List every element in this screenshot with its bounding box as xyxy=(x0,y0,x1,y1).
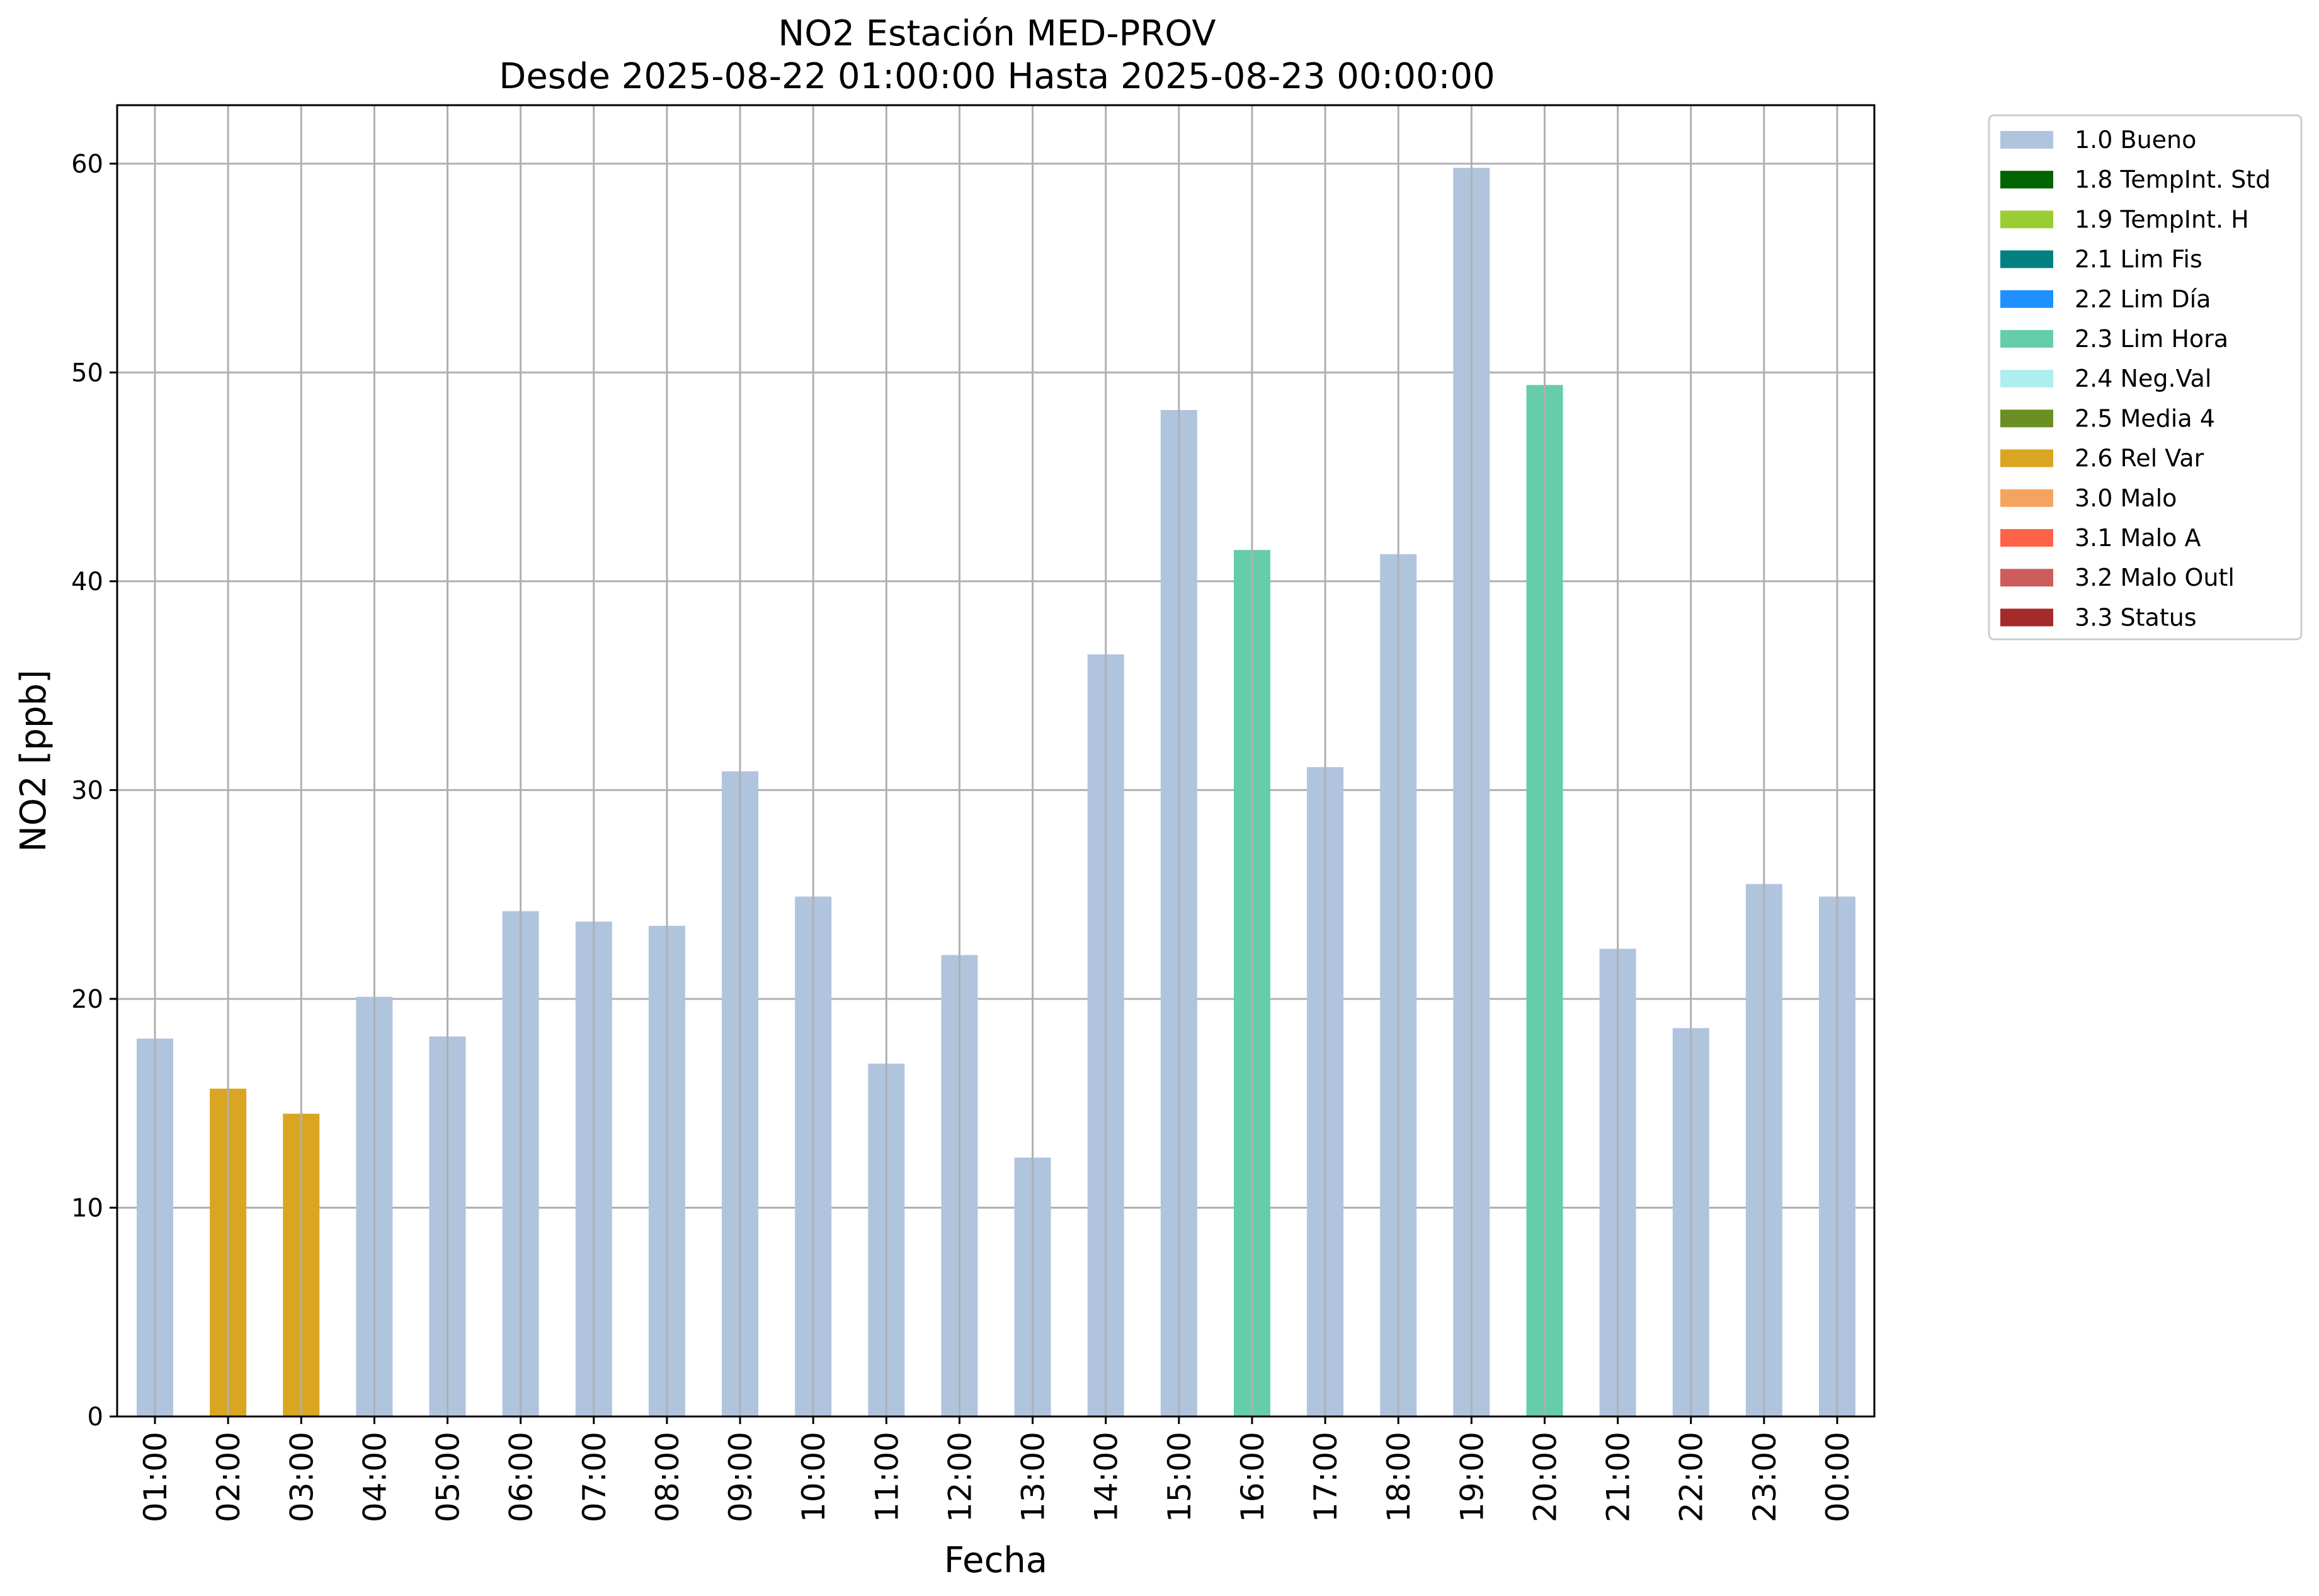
legend-label: 3.1 Malo A xyxy=(2075,524,2201,552)
legend-swatch xyxy=(2000,529,2053,547)
legend-label: 2.2 Lim Día xyxy=(2075,285,2211,313)
chart-title: NO2 Estación MED-PROV xyxy=(778,13,1216,54)
x-tick-label: 05:00 xyxy=(430,1432,467,1522)
x-tick-label: 15:00 xyxy=(1161,1432,1198,1522)
x-tick-label: 06:00 xyxy=(503,1432,540,1522)
legend-swatch xyxy=(2000,489,2053,507)
legend-label: 3.2 Malo Outl xyxy=(2075,564,2235,591)
x-tick-label: 04:00 xyxy=(356,1432,393,1522)
x-tick-label: 00:00 xyxy=(1820,1432,1856,1522)
y-axis-title: NO2 [ppb] xyxy=(13,670,54,852)
vertical-grid xyxy=(154,105,1838,1416)
legend-label: 1.8 TempInt. Std xyxy=(2075,166,2271,193)
legend: 1.0 Bueno 1.8 TempInt. Std 1.9 TempInt. H 2… xyxy=(1988,114,2303,641)
legend-label: 2.4 Neg.Val xyxy=(2075,365,2211,392)
legend-label: 2.3 Lim Hora xyxy=(2075,325,2228,353)
legend-swatch xyxy=(2000,370,2053,388)
x-tick-label: 01:00 xyxy=(137,1432,174,1522)
x-tick-label: 14:00 xyxy=(1088,1432,1125,1522)
x-tick-label: 02:00 xyxy=(210,1432,247,1522)
grid xyxy=(117,162,1874,1418)
x-tick-label: 07:00 xyxy=(576,1432,613,1522)
x-tick-label: 12:00 xyxy=(942,1432,978,1522)
legend-label: 2.6 Rel Var xyxy=(2075,445,2204,472)
legend-frame xyxy=(1988,114,2303,641)
x-tick-label: 20:00 xyxy=(1527,1432,1563,1522)
x-tick-label: 18:00 xyxy=(1381,1432,1417,1522)
y-tick-label: 0 xyxy=(88,1403,103,1432)
legend-swatch xyxy=(2000,608,2053,627)
legend-label: 2.5 Media 4 xyxy=(2075,404,2215,432)
legend-swatch xyxy=(2000,250,2053,268)
legend-swatch xyxy=(2000,131,2053,149)
legend-swatch xyxy=(2000,290,2053,308)
y-tick-label: 30 xyxy=(71,776,103,805)
y-tick-label: 40 xyxy=(71,567,103,596)
legend-swatch xyxy=(2000,449,2053,467)
plot-frame xyxy=(116,104,1876,1418)
legend-label: 3.3 Status xyxy=(2075,603,2197,631)
x-tick-label: 10:00 xyxy=(795,1432,832,1522)
y-tick-label: 20 xyxy=(71,985,103,1014)
x-tick-label: 03:00 xyxy=(283,1432,320,1522)
legend-label: 2.1 Lim Fis xyxy=(2075,246,2202,273)
legend-swatch xyxy=(2000,171,2053,189)
legend-label: 3.0 Malo xyxy=(2075,484,2177,512)
x-tick-label: 16:00 xyxy=(1234,1432,1271,1522)
x-tick-label: 11:00 xyxy=(869,1432,905,1522)
x-tick-label: 17:00 xyxy=(1308,1432,1344,1522)
x-tick-label: 23:00 xyxy=(1746,1432,1783,1522)
x-axis-title: Fecha xyxy=(944,1540,1047,1581)
x-tick-label: 09:00 xyxy=(722,1432,759,1522)
x-tick-label: 13:00 xyxy=(1015,1432,1052,1522)
x-tick-label: 22:00 xyxy=(1673,1432,1710,1522)
legend-swatch xyxy=(2000,409,2053,428)
y-tick-label: 10 xyxy=(71,1194,103,1223)
x-tick-label: 08:00 xyxy=(649,1432,686,1522)
legend-swatch xyxy=(2000,569,2053,587)
legend-swatch xyxy=(2000,210,2053,229)
chart-subtitle: Desde 2025-08-22 01:00:00 Hasta 2025-08-… xyxy=(499,56,1495,97)
legend-label: 1.0 Bueno xyxy=(2075,126,2196,154)
legend-swatch xyxy=(2000,330,2053,348)
legend-label: 1.9 TempInt. H xyxy=(2075,205,2249,233)
x-tick-label: 21:00 xyxy=(1600,1432,1637,1522)
x-tick-label: 19:00 xyxy=(1454,1432,1490,1522)
y-tick-label: 60 xyxy=(71,150,103,179)
y-tick-label: 50 xyxy=(71,358,103,387)
x-axis-ticks: 01:00 02:00 03:00 04:00 05:00 06:00 07:00 08:00… xyxy=(137,1416,1856,1522)
y-axis-ticks: 0 10 20 30 40 50 60 xyxy=(71,150,117,1432)
